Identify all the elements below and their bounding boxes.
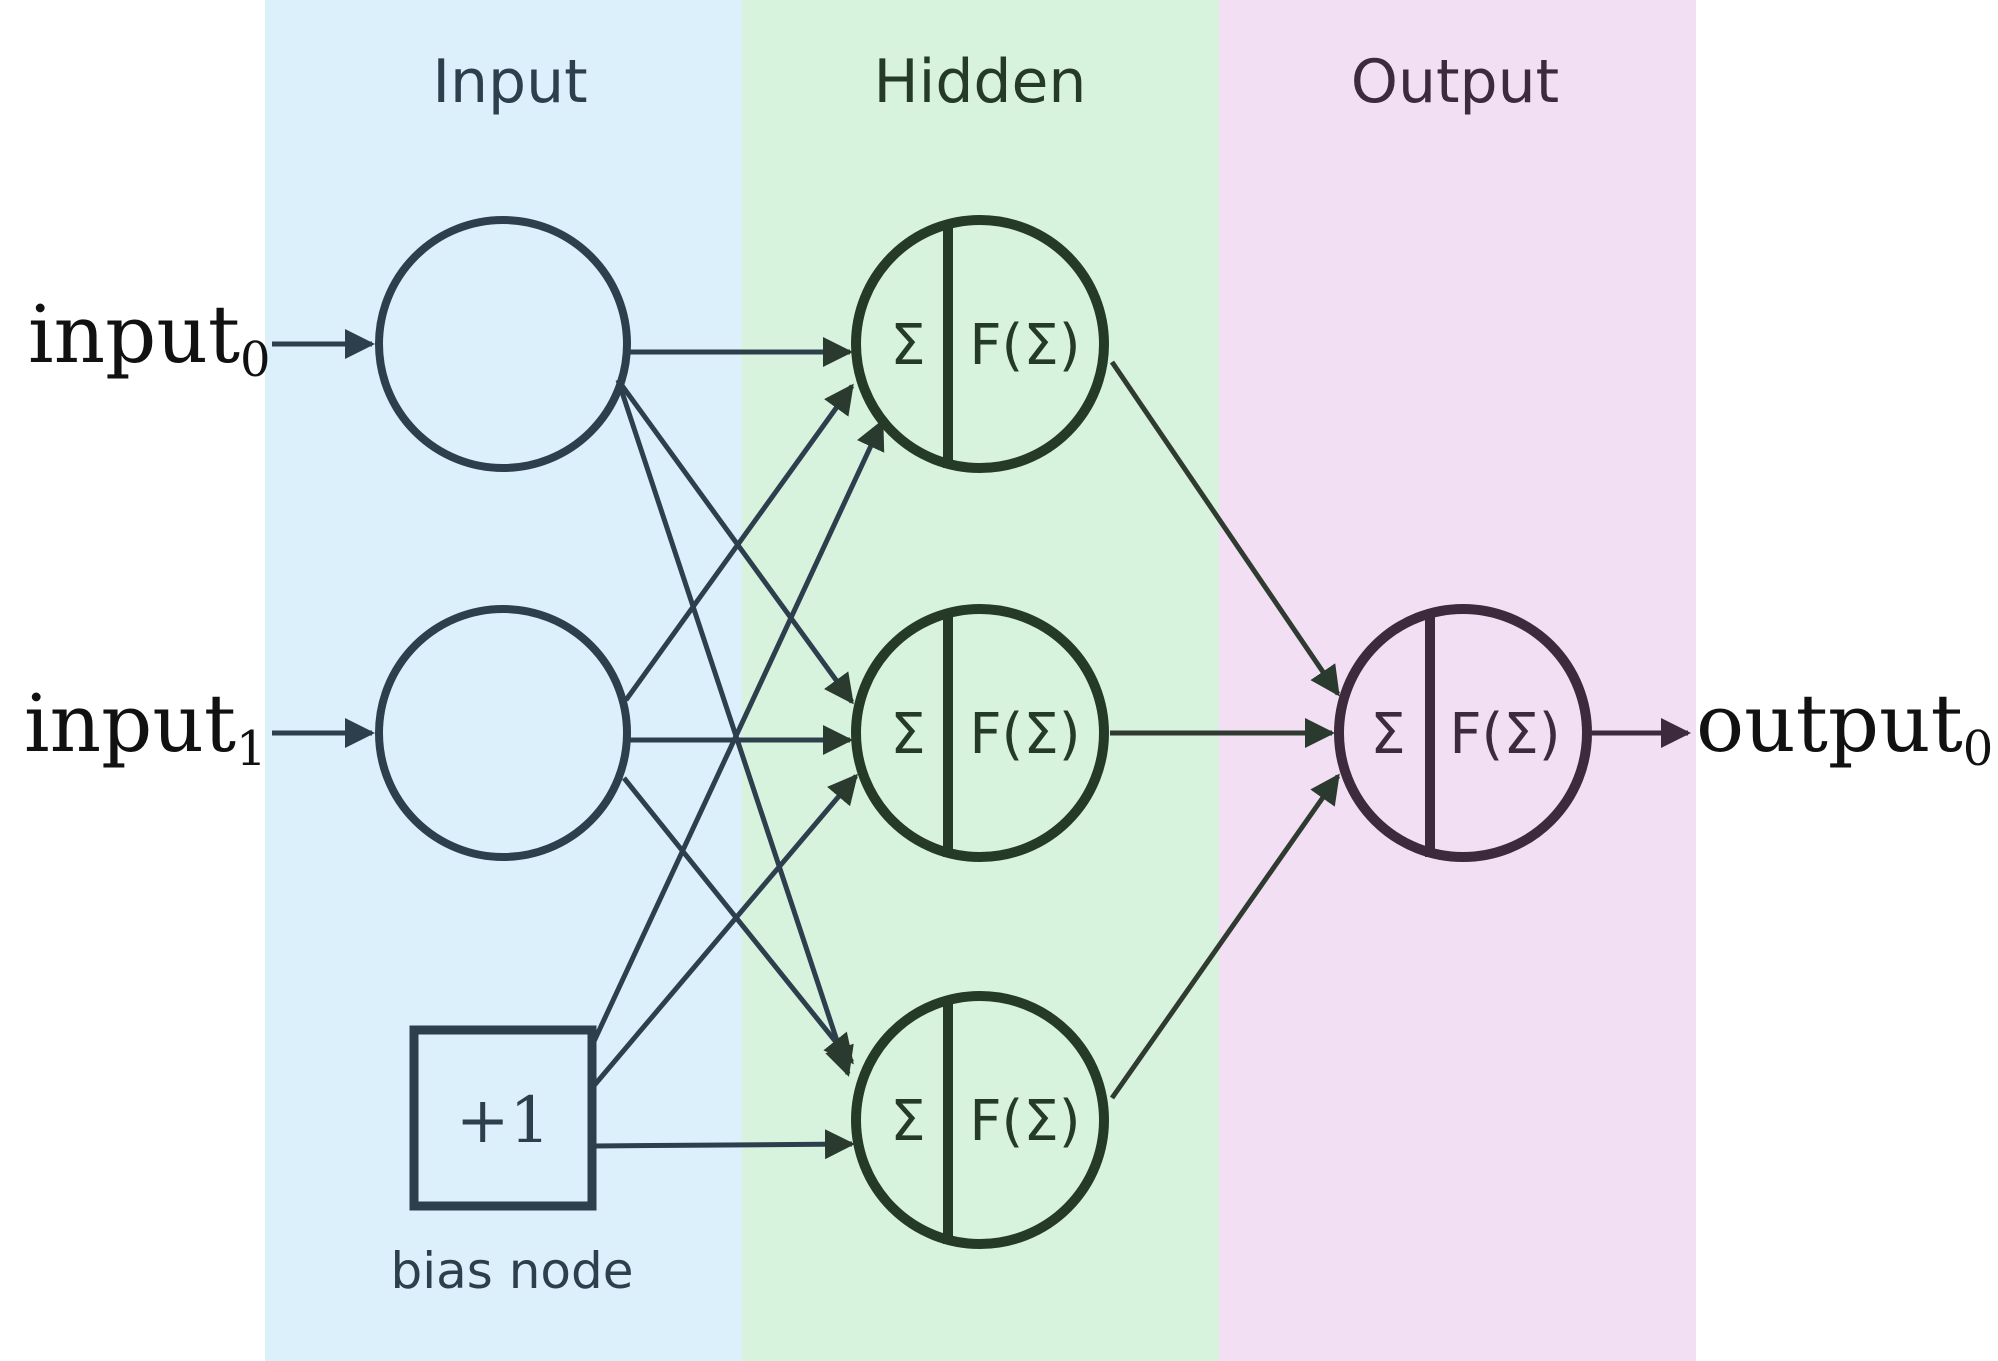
input-to-hidden-connections <box>587 337 885 1160</box>
hidden-neuron-1-sum: Σ <box>890 702 925 767</box>
bias-node-label: +1 <box>456 1084 550 1158</box>
output-layer-band <box>1219 0 1696 1361</box>
input-node-1 <box>375 605 631 861</box>
output-neuron-0-sum: Σ <box>1370 702 1405 767</box>
bias-node-caption: bias node <box>391 1242 634 1300</box>
edge-input0-hidden2 <box>615 379 854 1077</box>
edge-input1-hidden2 <box>622 776 854 1065</box>
input-label-0: input0 <box>28 288 271 388</box>
bias-node <box>409 1025 597 1211</box>
hidden-layer-title: Hidden <box>874 47 1087 117</box>
hidden-neuron-2: Σ F(Σ) <box>851 991 1109 1249</box>
input-layer-title: Input <box>432 47 587 117</box>
hidden-neuron-0: Σ F(Σ) <box>851 215 1109 473</box>
output-label-0-base: output <box>1696 677 1963 770</box>
edge-hidden2-output0 <box>1109 773 1341 1100</box>
hidden-neuron-1-activation: F(Σ) <box>969 702 1080 767</box>
output-neuron-0-activation: F(Σ) <box>1449 702 1560 767</box>
input-label-1: input1 <box>24 677 267 777</box>
hidden-neuron-2-activation: F(Σ) <box>969 1089 1080 1154</box>
input-label-0-base: input <box>28 288 240 381</box>
hidden-to-output-connections <box>1109 360 1341 1100</box>
input-label-0-subscript: 0 <box>240 332 271 388</box>
edge-bias-hidden0 <box>587 419 885 1052</box>
input-label-1-base: input <box>24 677 236 770</box>
hidden-neuron-0-sum: Σ <box>890 313 925 378</box>
hidden-neuron-1: Σ F(Σ) <box>851 604 1109 862</box>
input-layer-band <box>265 0 742 1361</box>
edge-input0-hidden1 <box>615 378 855 705</box>
output-neuron-0: Σ F(Σ) <box>1334 604 1592 862</box>
hidden-neuron-0-activation: F(Σ) <box>969 313 1080 378</box>
input-node-0 <box>375 216 631 472</box>
input-label-1-subscript: 1 <box>236 721 267 777</box>
hidden-layer-band <box>742 0 1219 1361</box>
hidden-neuron-2-sum: Σ <box>890 1089 925 1154</box>
output-layer-title: Output <box>1351 47 1559 117</box>
edge-bias-hidden2 <box>593 1129 855 1160</box>
edge-hidden0-output0 <box>1109 360 1341 697</box>
edge-input1-hidden0 <box>623 383 855 702</box>
output-label-0-subscript: 0 <box>1963 721 1994 777</box>
output-label-0: output0 <box>1696 677 1993 777</box>
edge-bias-hidden1 <box>590 773 858 1090</box>
